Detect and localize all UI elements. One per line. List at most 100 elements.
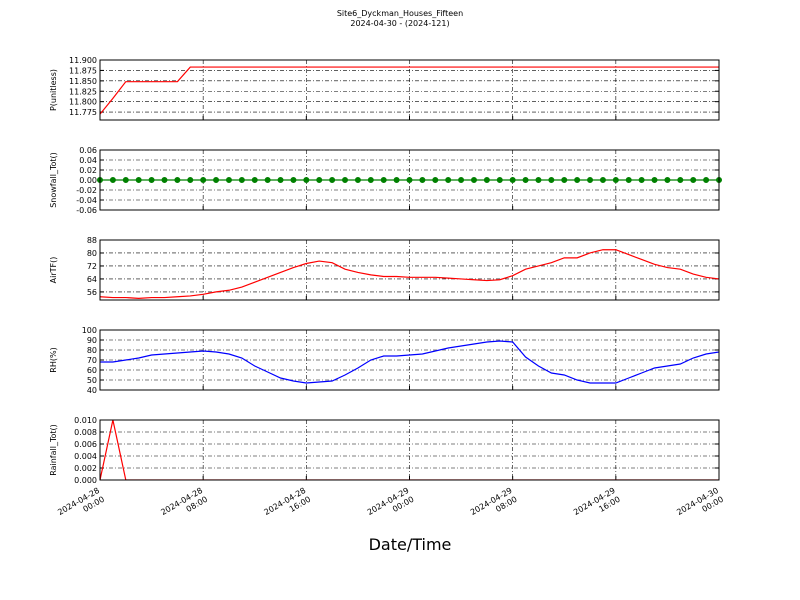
y-tick-label: -0.04 — [76, 196, 97, 205]
x-tick-label: 2024-04-2916:00 — [572, 486, 622, 526]
data-marker — [587, 177, 594, 183]
y-tick-label: 100 — [82, 326, 97, 335]
data-marker — [122, 177, 129, 183]
x-tick-label: 2024-04-2800:00 — [56, 486, 106, 526]
y-tick-label: 80 — [87, 346, 97, 355]
data-marker — [535, 177, 542, 183]
data-marker — [174, 177, 181, 183]
x-tick-label: 2024-04-2816:00 — [263, 486, 313, 526]
y-tick-label: 64 — [87, 275, 97, 284]
y-tick-label: 88 — [87, 236, 97, 245]
y-axis-label: P(unitless) — [49, 69, 58, 111]
data-marker — [561, 177, 568, 183]
data-marker — [264, 177, 271, 183]
y-tick-label: 11.825 — [69, 87, 97, 96]
data-marker — [638, 177, 645, 183]
y-tick-label: 50 — [87, 376, 97, 385]
y-axis-label: Rainfall_Tot() — [49, 424, 58, 476]
data-marker — [574, 177, 581, 183]
data-marker — [651, 177, 658, 183]
data-line — [100, 249, 719, 299]
y-tick-label: 80 — [87, 249, 97, 258]
data-marker — [406, 177, 413, 183]
data-marker — [612, 177, 619, 183]
x-tick-label: 2024-04-2900:00 — [366, 486, 416, 526]
plot-frame — [99, 419, 720, 481]
data-marker — [225, 177, 232, 183]
data-marker — [290, 177, 297, 183]
data-marker — [548, 177, 555, 183]
plot-frame — [99, 239, 720, 301]
y-tick-label: 40 — [87, 386, 97, 395]
x-tick-label: 2024-04-2808:00 — [159, 486, 209, 526]
y-tick-label: 0.00 — [79, 176, 97, 185]
data-marker — [509, 177, 516, 183]
y-tick-label: 0.06 — [79, 146, 97, 155]
data-marker — [342, 177, 349, 183]
y-tick-label: 0.04 — [79, 156, 97, 165]
data-marker — [109, 177, 116, 183]
data-marker — [251, 177, 258, 183]
y-tick-label: -0.06 — [76, 206, 97, 215]
x-axis-label: Date/Time — [369, 535, 452, 554]
data-marker — [599, 177, 606, 183]
y-tick-label: 56 — [87, 288, 97, 297]
data-marker — [380, 177, 387, 183]
data-marker — [161, 177, 168, 183]
plot-frame — [99, 329, 720, 391]
data-marker — [703, 177, 710, 183]
plot-frame — [99, 149, 720, 211]
y-tick-label: 0.02 — [79, 166, 97, 175]
data-marker — [367, 177, 374, 183]
data-marker — [148, 177, 155, 183]
y-tick-label: 72 — [87, 262, 97, 271]
x-tick-label: 2024-04-2908:00 — [469, 486, 519, 526]
data-marker — [200, 177, 207, 183]
data-marker — [187, 177, 194, 183]
y-tick-label: 0.008 — [74, 428, 97, 437]
data-marker — [625, 177, 632, 183]
data-marker — [213, 177, 220, 183]
data-marker — [496, 177, 503, 183]
y-tick-label: 0.002 — [74, 464, 97, 473]
data-line — [100, 340, 719, 384]
data-marker — [393, 177, 400, 183]
data-marker — [419, 177, 426, 183]
data-marker — [303, 177, 310, 183]
data-marker — [354, 177, 361, 183]
data-marker — [664, 177, 671, 183]
y-tick-label: 11.850 — [69, 77, 97, 86]
y-tick-label: 0.000 — [74, 476, 97, 485]
data-marker — [329, 177, 336, 183]
y-tick-label: 70 — [87, 356, 97, 365]
data-marker — [316, 177, 323, 183]
data-marker — [522, 177, 529, 183]
data-marker — [277, 177, 284, 183]
data-marker — [238, 177, 245, 183]
y-tick-label: 60 — [87, 366, 97, 375]
data-marker — [470, 177, 477, 183]
plot-frame — [99, 59, 720, 121]
y-axis-label: RH(%) — [49, 347, 58, 372]
x-tick-label: 2024-04-3000:00 — [675, 486, 725, 526]
data-line — [100, 66, 719, 115]
y-axis-label: AirTF() — [49, 257, 58, 284]
chart-title: Site6_Dyckman_Houses_Fifteen — [337, 9, 463, 18]
y-tick-label: 0.010 — [74, 416, 97, 425]
y-tick-label: 0.004 — [74, 452, 97, 461]
data-marker — [458, 177, 465, 183]
data-marker — [445, 177, 452, 183]
y-tick-label: 11.800 — [69, 98, 97, 107]
y-tick-label: 11.775 — [69, 108, 97, 117]
y-tick-label: 11.875 — [69, 66, 97, 75]
data-marker — [483, 177, 490, 183]
data-marker — [677, 177, 684, 183]
chart-subtitle: 2024-04-30 - (2024-121) — [350, 19, 449, 28]
y-tick-label: -0.02 — [76, 186, 97, 195]
y-tick-label: 0.006 — [74, 440, 97, 449]
y-tick-label: 11.900 — [69, 56, 97, 65]
y-tick-label: 90 — [87, 336, 97, 345]
data-marker — [432, 177, 439, 183]
y-axis-label: Snowfall_Tot() — [49, 152, 58, 208]
